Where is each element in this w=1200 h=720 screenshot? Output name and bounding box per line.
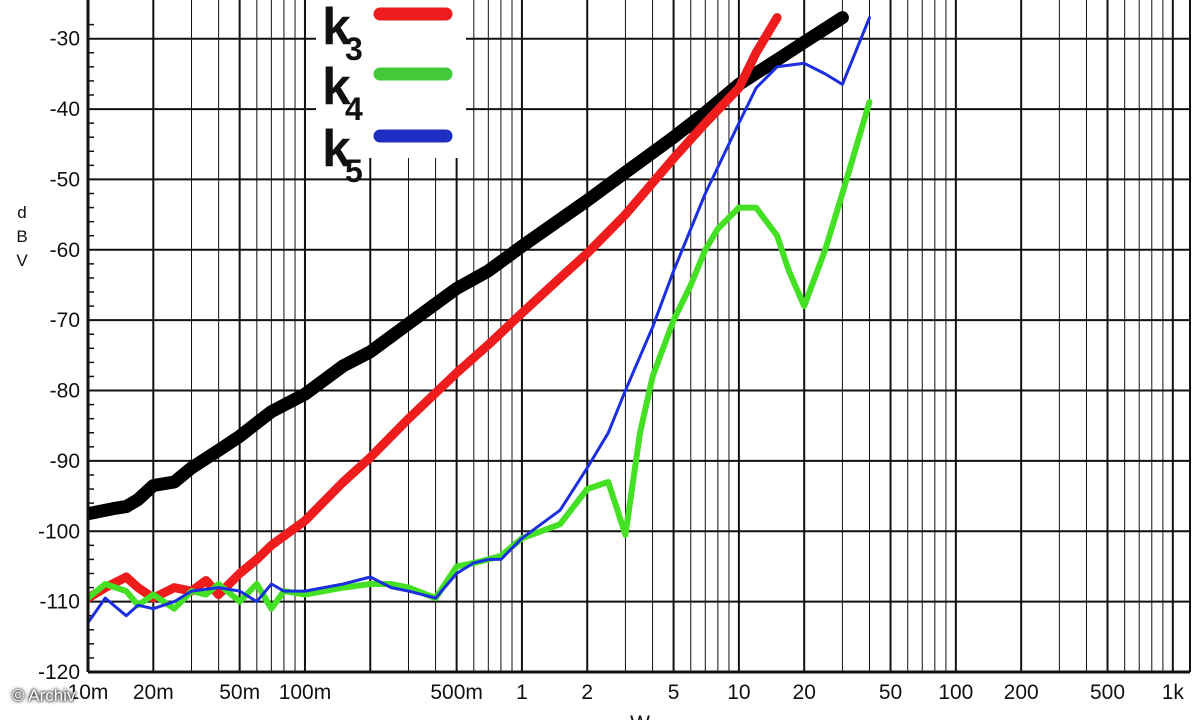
x-tick-label: 10m <box>68 681 109 704</box>
x-tick-label: 2 <box>581 681 593 704</box>
legend-subscript-k5: 5 <box>345 153 363 189</box>
image-credit: © Archiv <box>12 686 76 705</box>
x-tick-label: 50 <box>879 681 902 704</box>
y-tick-label: -60 <box>50 239 80 262</box>
x-tick-label: 20m <box>133 681 174 704</box>
y-tick-label: -40 <box>50 98 80 121</box>
y-tick-label: -110 <box>40 591 80 614</box>
legend-subscript-k4: 4 <box>345 91 363 127</box>
legend-label-k5: k <box>322 120 351 178</box>
x-tick-label: 100m <box>279 681 332 704</box>
x-tick-label: 20 <box>793 681 816 704</box>
y-axis-label-char: d <box>17 203 26 222</box>
series-line-k5 <box>88 16 871 625</box>
legend-subscript-k3: 3 <box>345 31 363 67</box>
x-tick-label: 10 <box>727 681 750 704</box>
plot-grid <box>87 0 1190 673</box>
y-tick-label: -80 <box>50 380 80 403</box>
series-lines <box>88 11 873 625</box>
legend-label-k3: k <box>322 0 351 56</box>
x-tick-label: 200 <box>1004 681 1039 704</box>
series-line-k2 <box>88 11 849 521</box>
x-tick-label: 1 <box>516 681 528 704</box>
x-tick-label: 500m <box>430 681 483 704</box>
x-tick-label: 50m <box>219 681 260 704</box>
series-line-k3 <box>88 13 782 603</box>
y-tick-label: -50 <box>50 168 80 191</box>
x-tick-label: 100 <box>938 681 973 704</box>
y-axis-label-char: V <box>16 251 28 270</box>
x-tick-label: 1k <box>1162 681 1185 704</box>
y-tick-label: -70 <box>50 309 80 332</box>
y-tick-label: -90 <box>50 450 80 473</box>
y-tick-label: -30 <box>50 28 80 51</box>
x-tick-label: 5 <box>668 681 680 704</box>
y-axis-label-char: B <box>16 227 27 246</box>
y-tick-label: -100 <box>38 520 80 543</box>
x-tick-label: 500 <box>1090 681 1125 704</box>
y-tick-label: -120 <box>38 661 80 684</box>
legend-label-k4: k <box>322 58 351 116</box>
x-axis-label: W <box>630 712 650 720</box>
